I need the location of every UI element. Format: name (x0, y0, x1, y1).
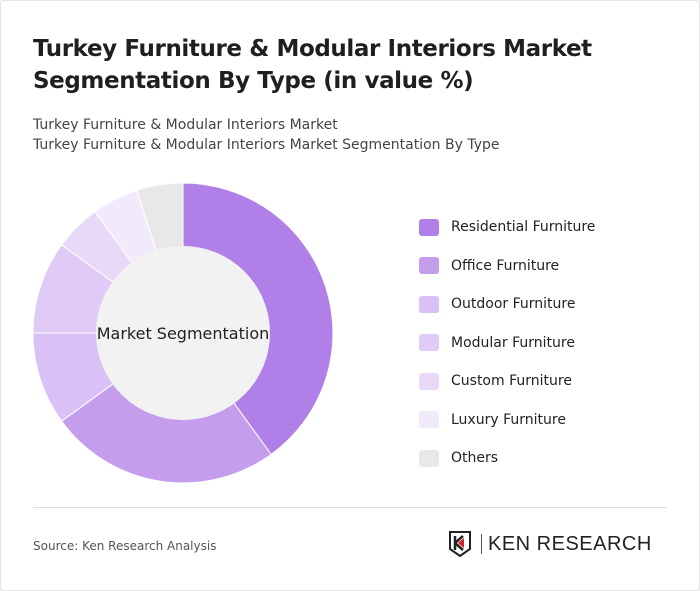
legend-label: Luxury Furniture (451, 411, 566, 428)
legend-swatch (419, 372, 439, 390)
legend-swatch (419, 257, 439, 275)
legend-item: Residential Furniture (419, 208, 595, 247)
legend-swatch (419, 334, 439, 352)
donut-center (96, 246, 270, 420)
legend-item: Modular Furniture (419, 324, 595, 363)
legend-swatch (419, 449, 439, 467)
subtitle-line: Turkey Furniture & Modular Interiors Mar… (33, 137, 500, 153)
legend-item: Others (419, 439, 595, 478)
legend-label: Others (451, 450, 499, 467)
center-label: Market Segmentation (97, 324, 270, 343)
chart-subtitle: Turkey Furniture & Modular Interiors Mar… (33, 115, 500, 155)
divider (33, 507, 667, 508)
legend: Residential Furniture Office Furniture Out… (419, 208, 595, 478)
subtitle-line: Turkey Furniture & Modular Interiors Mar… (33, 117, 338, 133)
legend-item: Luxury Furniture (419, 401, 595, 440)
source-note: Source: Ken Research Analysis (33, 539, 217, 553)
legend-swatch (419, 295, 439, 313)
ken-logo-icon (449, 531, 471, 557)
legend-swatch (419, 218, 439, 236)
legend-label: Custom Furniture (451, 373, 572, 390)
ken-research-logo: KEN RESEARCH (449, 531, 652, 557)
donut-chart: Market Segmentation (32, 182, 334, 484)
legend-item: Outdoor Furniture (419, 285, 595, 324)
legend-label: Residential Furniture (451, 219, 596, 236)
logo-text: KEN RESEARCH (481, 534, 652, 554)
legend-item: Custom Furniture (419, 362, 595, 401)
chart-title: Turkey Furniture & Modular Interiors Mar… (33, 36, 592, 94)
legend-label: Outdoor Furniture (451, 296, 576, 313)
legend-item: Office Furniture (419, 247, 595, 286)
legend-swatch (419, 411, 439, 429)
legend-label: Office Furniture (451, 257, 560, 274)
legend-label: Modular Furniture (451, 334, 575, 351)
